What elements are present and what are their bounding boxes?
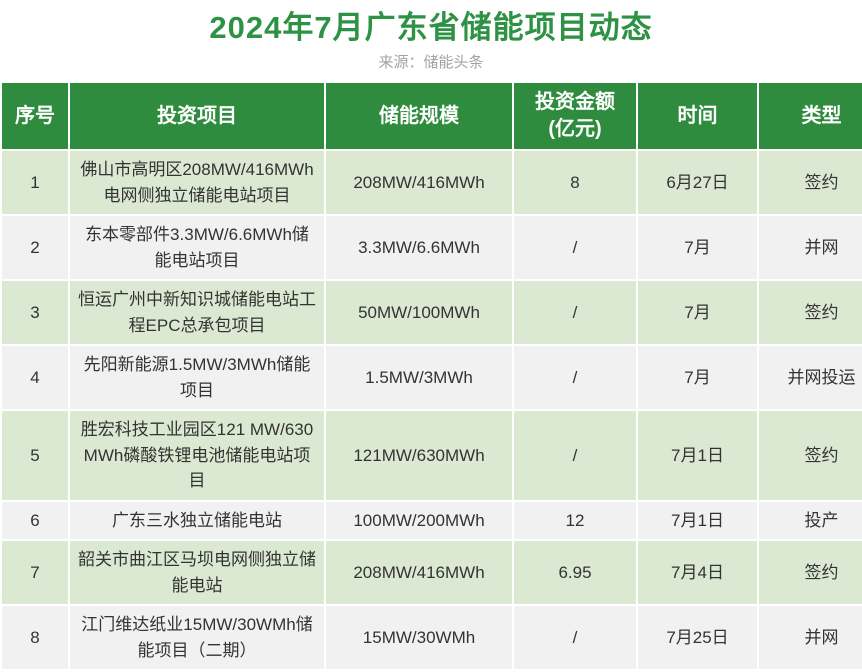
- cell-amount: /: [514, 216, 636, 280]
- table-body: 1 佛山市高明区208MW/416MWh电网侧独立储能电站项目 208MW/416M…: [2, 151, 862, 670]
- cell-no: 4: [2, 346, 68, 410]
- cell-date: 7月: [638, 346, 757, 410]
- column-header-type: 类型: [759, 83, 862, 150]
- cell-amount: /: [514, 606, 636, 670]
- cell-no: 1: [2, 151, 68, 215]
- cell-date: 7月1日: [638, 501, 757, 540]
- table-row: 5 胜宏科技工业园区121 MW/630 MWh磷酸铁锂电池储能电站项目 121MW…: [2, 411, 862, 500]
- cell-project: 韶关市曲江区马坝电网侧独立储能电站: [70, 541, 324, 605]
- cell-no: 6: [2, 501, 68, 540]
- cell-type: 投产: [759, 501, 862, 540]
- table-row: 6 广东三水独立储能电站 100MW/200MWh 12 7月1日 投产: [2, 501, 862, 540]
- cell-no: 5: [2, 411, 68, 500]
- cell-date: 7月: [638, 281, 757, 345]
- column-header-date: 时间: [638, 83, 757, 150]
- table-header: 序号 投资项目 储能规模 投资金额 (亿元) 时间 类型: [2, 83, 862, 150]
- cell-amount: 12: [514, 501, 636, 540]
- column-header-scale: 储能规模: [326, 83, 512, 150]
- cell-project: 恒运广州中新知识城储能电站工程EPC总承包项目: [70, 281, 324, 345]
- column-header-project: 投资项目: [70, 83, 324, 150]
- cell-type: 并网: [759, 606, 862, 670]
- table-row: 2 东本零部件3.3MW/6.6MWh储能电站项目 3.3MW/6.6MWh/7月并…: [2, 216, 862, 280]
- cell-project: 江门维达纸业15MW/30WMh储能项目（二期）: [70, 606, 324, 670]
- page-title: 2024年7月广东省储能项目动态: [209, 10, 653, 45]
- cell-project: 东本零部件3.3MW/6.6MWh储能电站项目: [70, 216, 324, 280]
- cell-no: 2: [2, 216, 68, 280]
- table-row: 4 先阳新能源1.5MW/3MWh储能项目 1.5MW/3MWh/7月 并网投运: [2, 346, 862, 410]
- cell-no: 7: [2, 541, 68, 605]
- cell-date: 7月4日: [638, 541, 757, 605]
- cell-date: 7月: [638, 216, 757, 280]
- cell-amount: /: [514, 281, 636, 345]
- table-row: 8 江门维达纸业15MW/30WMh储能项目（二期） 15MW/30WMh/7月25…: [2, 606, 862, 670]
- cell-date: 7月1日: [638, 411, 757, 500]
- cell-type: 并网投运: [759, 346, 862, 410]
- cell-project: 广东三水独立储能电站: [70, 501, 324, 540]
- cell-type: 签约: [759, 281, 862, 345]
- cell-scale: 100MW/200MWh: [326, 501, 512, 540]
- projects-table: 序号 投资项目 储能规模 投资金额 (亿元) 时间 类型 1 佛山市高明区208MW/416…: [0, 81, 862, 672]
- cell-project: 先阳新能源1.5MW/3MWh储能项目: [70, 346, 324, 410]
- cell-scale: 50MW/100MWh: [326, 281, 512, 345]
- source-caption: 来源：储能头条: [378, 54, 484, 72]
- cell-project: 胜宏科技工业园区121 MW/630 MWh磷酸铁锂电池储能电站项目: [70, 411, 324, 500]
- cell-amount: 8: [514, 151, 636, 215]
- cell-no: 3: [2, 281, 68, 345]
- cell-amount: 6.95: [514, 541, 636, 605]
- cell-no: 8: [2, 606, 68, 670]
- cell-scale: 1.5MW/3MWh: [326, 346, 512, 410]
- page: 2024年7月广东省储能项目动态 来源：储能头条 序号 投资项目 储能规模 投资金额 …: [0, 8, 862, 672]
- table-row: 7 韶关市曲江区马坝电网侧独立储能电站 208MW/416MWh 6.95 7月4日 签约: [2, 541, 862, 605]
- cell-date: 6月27日: [638, 151, 757, 215]
- cell-type: 签约: [759, 151, 862, 215]
- cell-date: 7月25日: [638, 606, 757, 670]
- cell-scale: 3.3MW/6.6MWh: [326, 216, 512, 280]
- cell-scale: 121MW/630MWh: [326, 411, 512, 500]
- table-row: 3 恒运广州中新知识城储能电站工程EPC总承包项目 50MW/100MWh/7月 签约: [2, 281, 862, 345]
- cell-scale: 15MW/30WMh: [326, 606, 512, 670]
- cell-project: 佛山市高明区208MW/416MWh电网侧独立储能电站项目: [70, 151, 324, 215]
- column-header-no: 序号: [2, 83, 68, 150]
- table-row: 1 佛山市高明区208MW/416MWh电网侧独立储能电站项目 208MW/416M…: [2, 151, 862, 215]
- cell-scale: 208MW/416MWh: [326, 151, 512, 215]
- cell-type: 签约: [759, 411, 862, 500]
- cell-scale: 208MW/416MWh: [326, 541, 512, 605]
- cell-amount: /: [514, 346, 636, 410]
- column-header-amount: 投资金额 (亿元): [514, 83, 636, 150]
- table-header-row: 序号 投资项目 储能规模 投资金额 (亿元) 时间 类型: [2, 83, 862, 150]
- cell-type: 并网: [759, 216, 862, 280]
- cell-amount: /: [514, 411, 636, 500]
- cell-type: 签约: [759, 541, 862, 605]
